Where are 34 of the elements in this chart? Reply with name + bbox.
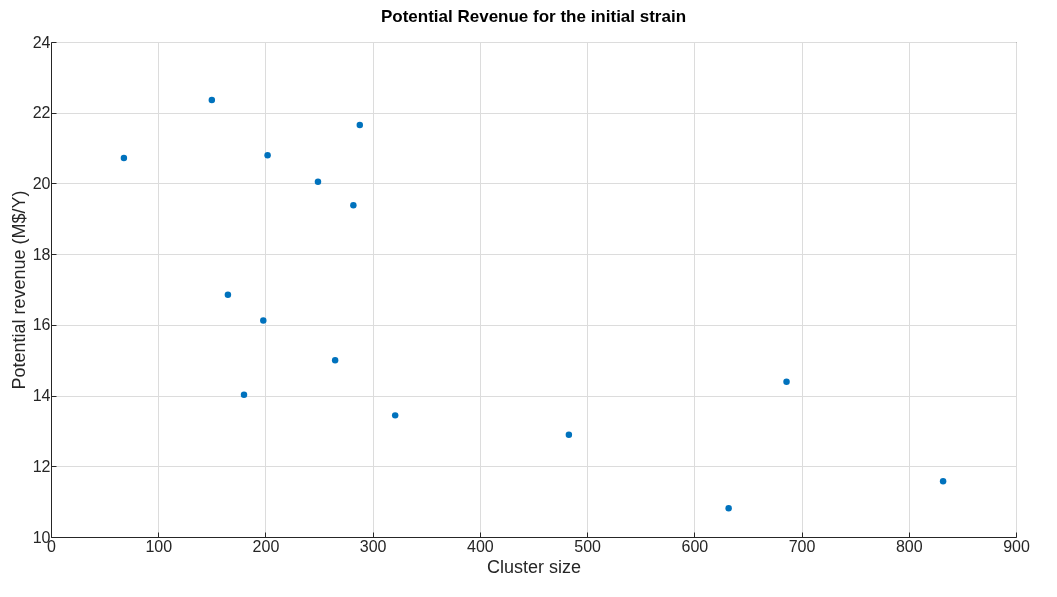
point — [565, 431, 573, 439]
y-tick-label: 24 — [32, 33, 51, 51]
point — [264, 151, 271, 159]
point — [331, 356, 339, 364]
x-tick-label: 500 — [574, 537, 602, 555]
x-tick-label: 300 — [359, 537, 387, 555]
x-tick-label: 900 — [1003, 537, 1030, 555]
point — [314, 178, 322, 185]
y-tick-label: 18 — [32, 245, 51, 263]
y-tick-label: 22 — [32, 104, 51, 122]
chart-title: Potential Revenue for the initial strain — [380, 7, 687, 26]
point — [208, 96, 216, 104]
x-tick-label: 800 — [895, 537, 923, 555]
y-tick-label: 12 — [32, 457, 51, 475]
y-tick-label: 14 — [32, 387, 51, 405]
y-tick-label: 16 — [32, 316, 51, 334]
x-tick-label: 400 — [467, 537, 494, 555]
x-tick-label: 600 — [681, 537, 709, 555]
x-tick-label: 100 — [145, 537, 173, 555]
x-tick-label: 200 — [252, 537, 280, 555]
point — [391, 412, 399, 419]
point — [120, 154, 128, 162]
point — [939, 477, 947, 485]
point — [224, 291, 232, 299]
point — [356, 121, 364, 129]
x-tick-label: 700 — [788, 537, 816, 555]
point — [783, 378, 790, 386]
y-axis-title: Potential revenue (M$/Y) — [8, 190, 29, 390]
point — [725, 505, 732, 512]
point — [350, 202, 357, 209]
point — [260, 317, 267, 324]
y-tick-label: 20 — [32, 174, 51, 192]
point — [240, 391, 248, 399]
x-axis-title: Cluster size — [486, 556, 582, 577]
